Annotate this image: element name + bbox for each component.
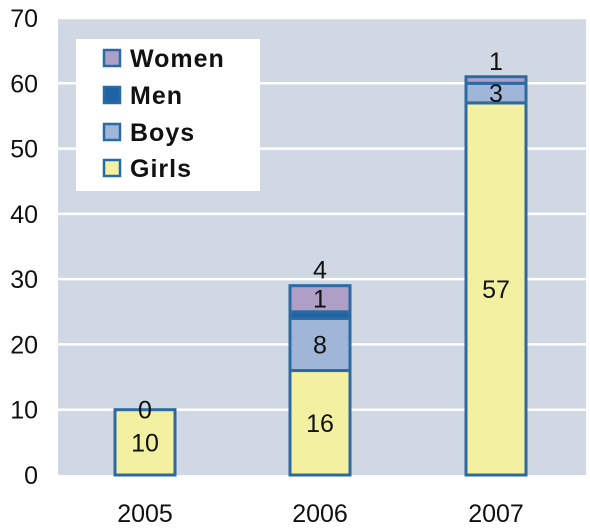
y-tick-label: 50 xyxy=(10,136,38,164)
bar-segment-women-2006 xyxy=(288,284,352,314)
data-label-boys-2006: 8 xyxy=(313,331,327,359)
x-tick-label-2007: 2007 xyxy=(468,500,524,528)
y-tick-label: 0 xyxy=(24,462,38,490)
legend-swatch-girls xyxy=(102,158,122,178)
legend-label-men: Men xyxy=(130,82,183,110)
legend-label-girls: Girls xyxy=(130,155,192,183)
legend-label-boys: Boys xyxy=(130,119,195,147)
data-label-total-2006: 4 xyxy=(313,257,327,285)
x-tick-label-2006: 2006 xyxy=(292,500,348,528)
legend-label-women: Women xyxy=(130,45,225,73)
y-axis-tick-labels: 0 10 20 30 40 50 60 70 xyxy=(10,5,38,490)
x-axis-tick-labels: 2005 2006 2007 xyxy=(117,500,524,528)
data-label-boys-2007: 3 xyxy=(489,80,503,108)
data-label-women-2006: 1 xyxy=(313,286,327,314)
y-tick-label: 10 xyxy=(10,397,38,425)
legend: Women Men Boys Girls xyxy=(76,39,260,191)
legend-swatch-men xyxy=(102,85,122,105)
data-label-girls-2006: 16 xyxy=(306,410,334,438)
y-tick-label: 70 xyxy=(10,5,38,33)
data-label-girls-2007: 57 xyxy=(482,276,510,304)
bar-segment-girls-2007 xyxy=(464,101,528,477)
y-tick-label: 20 xyxy=(10,331,38,359)
y-tick-label: 30 xyxy=(10,266,38,294)
y-tick-label: 40 xyxy=(10,201,38,229)
data-label-women-2005: 0 xyxy=(138,397,152,425)
y-tick-label: 60 xyxy=(10,70,38,98)
data-label-girls-2005: 10 xyxy=(131,429,159,457)
bar-segment-boys-2006 xyxy=(288,316,352,373)
bar-segment-women-2007 xyxy=(464,75,528,85)
legend-swatch-women xyxy=(102,48,122,68)
bar-segment-girls-2005 xyxy=(113,408,177,477)
legend-swatch-boys xyxy=(102,122,122,142)
data-label-women-2007: 1 xyxy=(489,48,503,76)
x-tick-label-2005: 2005 xyxy=(117,500,173,528)
